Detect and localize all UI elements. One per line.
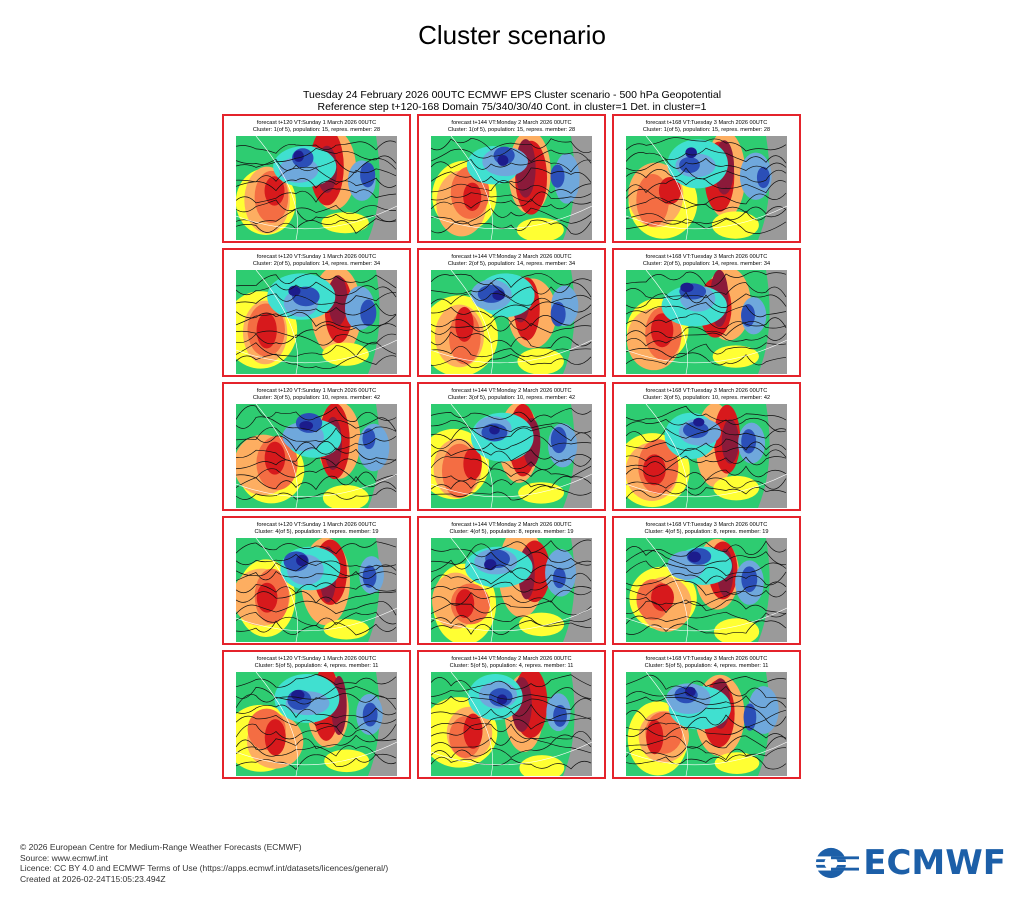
cluster-panel: forecast t+120 VT:Sunday 1 March 2026 00… xyxy=(222,114,411,243)
cluster-panel: forecast t+168 VT:Tuesday 3 March 2026 0… xyxy=(612,650,801,779)
geopotential-map xyxy=(431,136,592,240)
cluster-panel: forecast t+144 VT:Monday 2 March 2026 00… xyxy=(417,382,606,511)
ecmwf-logo-icon xyxy=(815,847,860,879)
panel-forecast-label: forecast t+144 VT:Monday 2 March 2026 00… xyxy=(451,388,572,394)
geopotential-map xyxy=(626,538,787,642)
cluster-panel-grid: forecast t+120 VT:Sunday 1 March 2026 00… xyxy=(222,114,801,779)
geopotential-map xyxy=(236,136,397,240)
panel-forecast-label: forecast t+168 VT:Tuesday 3 March 2026 0… xyxy=(645,388,768,394)
panel-cluster-label: Cluster: 1(of 5), population: 15, repres… xyxy=(447,127,576,133)
ecmwf-logo: ECMWF xyxy=(814,843,1006,883)
panel-cluster-label: Cluster: 3(of 5), population: 10, repres… xyxy=(447,395,576,401)
cluster-panel: forecast t+120 VT:Sunday 1 March 2026 00… xyxy=(222,516,411,645)
geopotential-map xyxy=(626,270,787,374)
panel-forecast-label: forecast t+144 VT:Monday 2 March 2026 00… xyxy=(451,522,572,528)
panel-cluster-label: Cluster: 2(of 5), population: 14, repres… xyxy=(642,261,771,267)
footer-copyright: © 2026 European Centre for Medium-Range … xyxy=(20,842,302,852)
cluster-panel: forecast t+120 VT:Sunday 1 March 2026 00… xyxy=(222,650,411,779)
ecmwf-logo-text: ECMWF xyxy=(863,843,1006,883)
panel-forecast-label: forecast t+144 VT:Monday 2 March 2026 00… xyxy=(451,254,572,260)
panel-forecast-label: forecast t+168 VT:Tuesday 3 March 2026 0… xyxy=(645,120,768,126)
panel-forecast-label: forecast t+120 VT:Sunday 1 March 2026 00… xyxy=(256,120,377,126)
panel-cluster-label: Cluster: 4(of 5), population: 8, repres.… xyxy=(449,529,574,535)
geopotential-map xyxy=(431,672,592,776)
panel-forecast-label: forecast t+120 VT:Sunday 1 March 2026 00… xyxy=(256,388,377,394)
cluster-panel: forecast t+120 VT:Sunday 1 March 2026 00… xyxy=(222,382,411,511)
panel-cluster-label: Cluster: 4(of 5), population: 8, repres.… xyxy=(644,529,769,535)
geopotential-map xyxy=(626,672,787,776)
geopotential-map xyxy=(236,672,397,776)
footer-created: Created at 2026-02-24T15:05:23.494Z xyxy=(20,873,166,884)
geopotential-map xyxy=(431,404,592,508)
cluster-panel: forecast t+144 VT:Monday 2 March 2026 00… xyxy=(417,248,606,377)
cluster-panel: forecast t+144 VT:Monday 2 March 2026 00… xyxy=(417,650,606,779)
chart-subtitle-line1: Tuesday 24 February 2026 00UTC ECMWF EPS… xyxy=(302,89,722,101)
footer-licence: Licence: CC BY 4.0 and ECMWF Terms of Us… xyxy=(20,863,389,873)
panel-cluster-label: Cluster: 5(of 5), population: 4, repres.… xyxy=(254,663,379,669)
panel-cluster-label: Cluster: 4(of 5), population: 8, repres.… xyxy=(254,529,379,535)
geopotential-map xyxy=(626,136,787,240)
panel-forecast-label: forecast t+144 VT:Monday 2 March 2026 00… xyxy=(451,120,572,126)
cluster-panel: forecast t+168 VT:Tuesday 3 March 2026 0… xyxy=(612,516,801,645)
panel-cluster-label: Cluster: 1(of 5), population: 15, repres… xyxy=(642,127,771,133)
panel-forecast-label: forecast t+168 VT:Tuesday 3 March 2026 0… xyxy=(645,254,768,260)
panel-forecast-label: forecast t+120 VT:Sunday 1 March 2026 00… xyxy=(256,656,377,662)
panel-cluster-label: Cluster: 3(of 5), population: 10, repres… xyxy=(252,395,381,401)
page-title: Cluster scenario xyxy=(418,20,606,50)
footer: © 2026 European Centre for Medium-Range … xyxy=(20,842,388,884)
cluster-panel: forecast t+168 VT:Tuesday 3 March 2026 0… xyxy=(612,114,801,243)
panel-forecast-label: forecast t+120 VT:Sunday 1 March 2026 00… xyxy=(256,522,377,528)
panel-forecast-label: forecast t+120 VT:Sunday 1 March 2026 00… xyxy=(256,254,377,260)
cluster-panel: forecast t+168 VT:Tuesday 3 March 2026 0… xyxy=(612,248,801,377)
panel-forecast-label: forecast t+144 VT:Monday 2 March 2026 00… xyxy=(451,656,572,662)
geopotential-map xyxy=(431,270,592,374)
panel-forecast-label: forecast t+168 VT:Tuesday 3 March 2026 0… xyxy=(645,656,768,662)
cluster-panel: forecast t+120 VT:Sunday 1 March 2026 00… xyxy=(222,248,411,377)
footer-source: Source: www.ecmwf.int xyxy=(20,852,108,863)
cluster-panel: forecast t+144 VT:Monday 2 March 2026 00… xyxy=(417,114,606,243)
panel-forecast-label: forecast t+168 VT:Tuesday 3 March 2026 0… xyxy=(645,522,768,528)
geopotential-map xyxy=(626,404,787,508)
cluster-panel: forecast t+144 VT:Monday 2 March 2026 00… xyxy=(417,516,606,645)
geopotential-map xyxy=(236,270,397,374)
geopotential-map xyxy=(236,538,397,642)
cluster-panel: forecast t+168 VT:Tuesday 3 March 2026 0… xyxy=(612,382,801,511)
geopotential-map xyxy=(236,404,397,508)
panel-cluster-label: Cluster: 5(of 5), population: 4, repres.… xyxy=(644,663,769,669)
panel-cluster-label: Cluster: 2(of 5), population: 14, repres… xyxy=(447,261,576,267)
panel-cluster-label: Cluster: 2(of 5), population: 14, repres… xyxy=(252,261,381,267)
chart-subtitle-line2: Reference step t+120-168 Domain 75/340/3… xyxy=(317,101,707,113)
geopotential-map xyxy=(431,538,592,642)
panel-cluster-label: Cluster: 3(of 5), population: 10, repres… xyxy=(642,395,771,401)
panel-cluster-label: Cluster: 5(of 5), population: 4, repres.… xyxy=(449,663,574,669)
panel-cluster-label: Cluster: 1(of 5), population: 15, repres… xyxy=(252,127,381,133)
